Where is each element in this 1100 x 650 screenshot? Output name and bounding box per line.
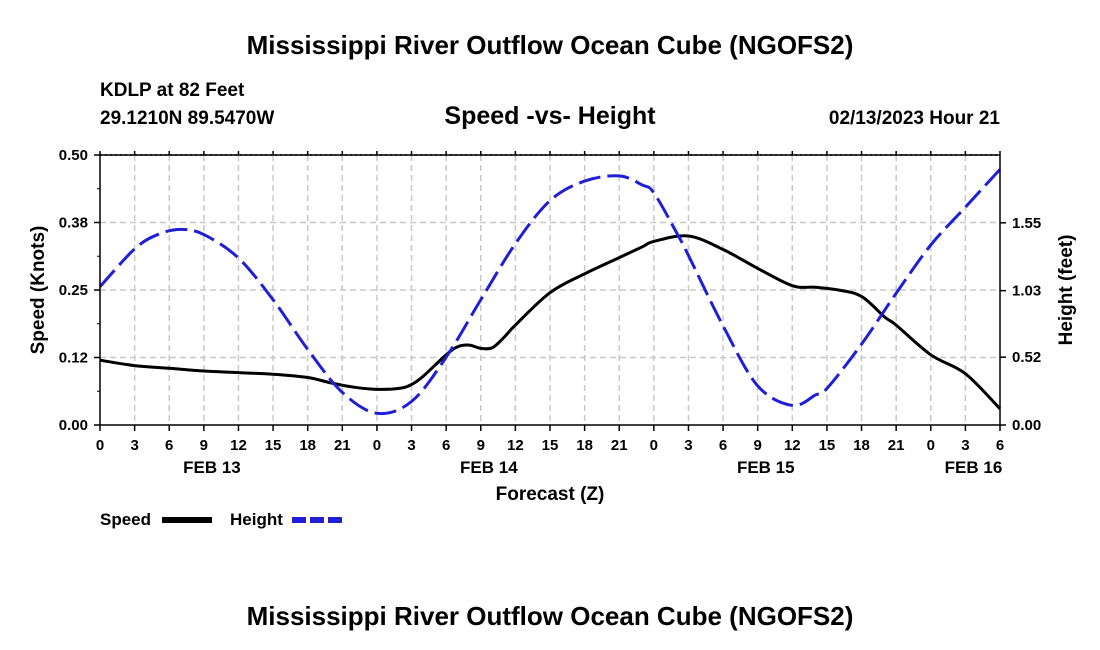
x-tick-label: 21 bbox=[334, 437, 351, 454]
day-label: FEB 13 bbox=[183, 458, 241, 477]
series-line-speed bbox=[99, 234, 1002, 410]
x-tick-label: 9 bbox=[477, 437, 485, 454]
y-right-tick-label: 1.55 bbox=[1012, 215, 1041, 232]
x-axis-label: Forecast (Z) bbox=[496, 484, 605, 505]
x-tick-label: 3 bbox=[961, 437, 969, 454]
y-left-tick-label: 0.50 bbox=[59, 147, 88, 164]
x-tick-label: 0 bbox=[96, 437, 104, 454]
right-y-axis-label: Height (feet) bbox=[1056, 235, 1077, 346]
y-right-tick-label: 1.03 bbox=[1012, 283, 1041, 300]
x-tick-label: 9 bbox=[200, 437, 208, 454]
axes: 0 3 6 9 12 15 18 21 0 3 6 9 12 15 18 21 0 3 6 9 12 15 18 21 0 3 60… bbox=[59, 147, 1041, 477]
footer-title: Mississippi River Outflow Ocean Cube (NG… bbox=[247, 601, 854, 631]
x-tick-label: 18 bbox=[853, 437, 870, 454]
y-right-tick-label: 0.00 bbox=[1012, 417, 1041, 434]
x-tick-label: 15 bbox=[819, 437, 836, 454]
day-label: FEB 16 bbox=[945, 458, 1003, 477]
chart-subtitle: Speed -vs- Height bbox=[444, 102, 656, 130]
x-tick-label: 12 bbox=[784, 437, 801, 454]
x-tick-label: 6 bbox=[996, 437, 1004, 454]
legend-label-height: Height bbox=[230, 510, 283, 529]
x-tick-label: 3 bbox=[130, 437, 138, 454]
day-label: FEB 15 bbox=[737, 458, 795, 477]
x-tick-label: 9 bbox=[754, 437, 762, 454]
y-left-tick-label: 0.00 bbox=[59, 417, 88, 434]
x-tick-label: 0 bbox=[373, 437, 381, 454]
day-label: FEB 14 bbox=[460, 458, 518, 477]
x-tick-label: 0 bbox=[650, 437, 658, 454]
x-tick-label: 18 bbox=[576, 437, 593, 454]
location-label: 29.1210N 89.5470W bbox=[100, 108, 274, 129]
y-right-tick-label: 0.52 bbox=[1012, 349, 1041, 366]
legend-label-speed: Speed bbox=[100, 510, 151, 529]
series-layer bbox=[98, 168, 1002, 416]
y-left-tick-label: 0.12 bbox=[59, 350, 88, 367]
x-tick-label: 18 bbox=[299, 437, 316, 454]
series-line-height bbox=[98, 168, 1002, 416]
x-tick-label: 6 bbox=[165, 437, 173, 454]
x-tick-label: 3 bbox=[684, 437, 692, 454]
chart-title: Mississippi River Outflow Ocean Cube (NG… bbox=[247, 30, 854, 60]
y-left-tick-label: 0.38 bbox=[59, 215, 88, 232]
x-tick-label: 0 bbox=[927, 437, 935, 454]
x-tick-label: 6 bbox=[442, 437, 450, 454]
x-tick-label: 3 bbox=[407, 437, 415, 454]
legend: Speed Height bbox=[100, 510, 342, 529]
issued-time-label: 02/13/2023 Hour 21 bbox=[829, 108, 1001, 129]
x-tick-label: 21 bbox=[611, 437, 628, 454]
left-y-axis-label: Speed (Knots) bbox=[28, 226, 49, 355]
x-tick-label: 15 bbox=[542, 437, 559, 454]
x-tick-label: 12 bbox=[507, 437, 524, 454]
x-tick-label: 15 bbox=[265, 437, 282, 454]
x-tick-label: 21 bbox=[888, 437, 905, 454]
x-tick-label: 6 bbox=[719, 437, 727, 454]
x-tick-label: 12 bbox=[230, 437, 247, 454]
station-label: KDLP at 82 Feet bbox=[100, 80, 245, 101]
y-left-tick-label: 0.25 bbox=[59, 282, 88, 299]
